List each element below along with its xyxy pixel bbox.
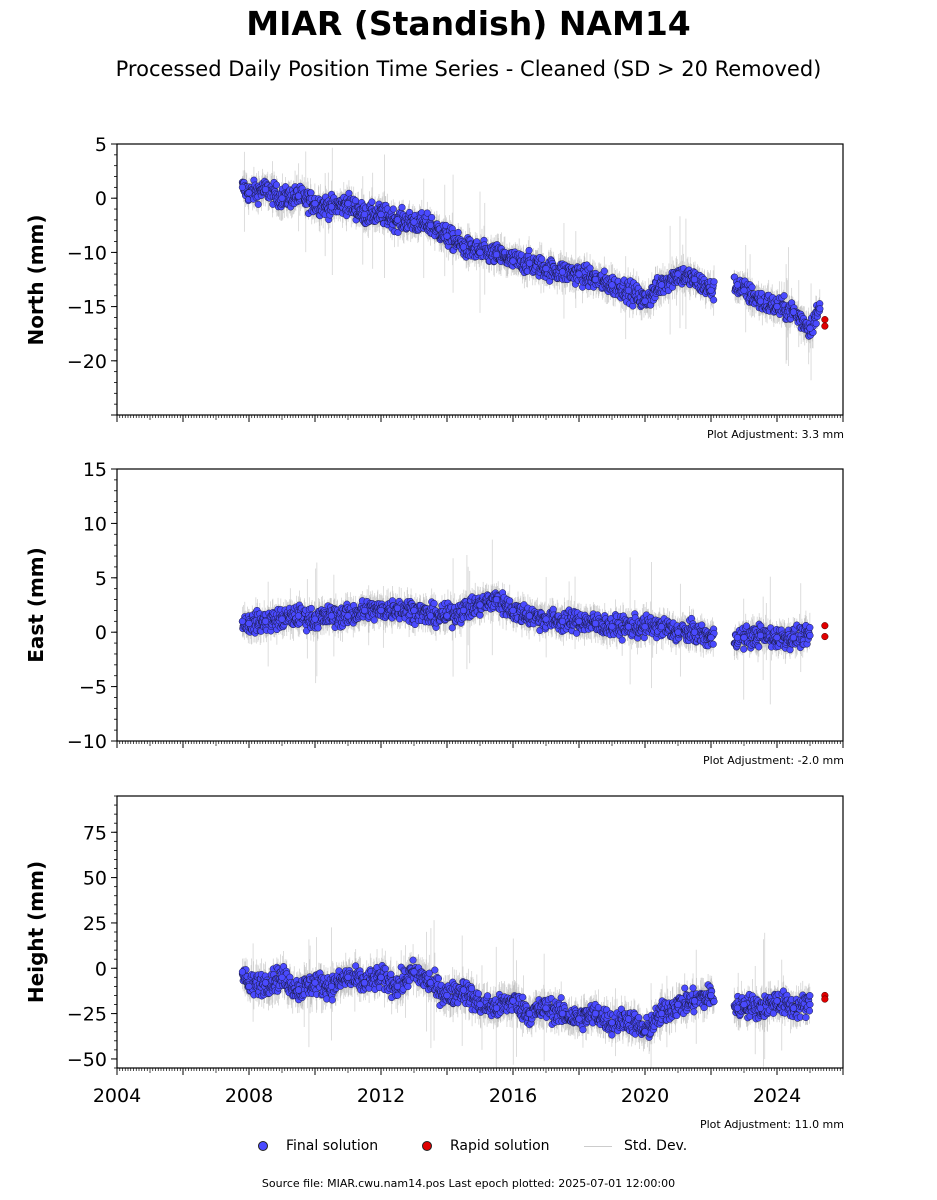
final-data-point: [707, 286, 715, 294]
final-data-point: [476, 248, 484, 256]
final-data-point: [525, 259, 534, 267]
final-data-point: [740, 286, 748, 294]
rapid-data-point: [821, 316, 829, 324]
y-tick-label: 5: [95, 134, 107, 156]
plot-area: [238, 539, 829, 705]
final-data-point: [393, 216, 402, 224]
final-data-point: [657, 281, 666, 289]
y-tick-label: −15: [67, 297, 107, 319]
final-data-point: [344, 200, 352, 208]
final-data-point: [492, 251, 501, 259]
final-data-point: [261, 185, 270, 194]
final-point: [710, 296, 718, 304]
final-point: [748, 283, 756, 291]
final-data-point: [773, 303, 781, 311]
final-data-point: [641, 297, 649, 305]
final-data-point: [816, 305, 824, 313]
north-panel: 5 0 −10 −15 −20 North (mm): [24, 134, 844, 422]
final-data-point: [245, 189, 253, 197]
final-data-point: [311, 200, 319, 208]
final-data-point: [575, 270, 583, 278]
final-point: [314, 624, 322, 632]
y-tick-label: −10: [67, 242, 107, 264]
final-point: [600, 267, 608, 275]
final-point: [307, 189, 315, 197]
final-point: [307, 604, 315, 612]
final-point: [586, 264, 594, 272]
plot-area: [238, 147, 829, 381]
final-data-point: [278, 194, 286, 202]
final-point: [710, 278, 718, 286]
chart-subtitle: Processed Daily Position Time Series - C…: [115, 57, 822, 81]
final-point: [525, 246, 533, 254]
final-data-point: [410, 218, 418, 226]
final-data-point: [426, 221, 435, 229]
final-data-point: [608, 281, 616, 289]
final-data-point: [294, 192, 303, 200]
final-point: [812, 320, 820, 328]
final-data-point: [789, 308, 798, 316]
final-data-point: [360, 210, 369, 219]
final-data-point: [674, 270, 682, 278]
final-point: [370, 616, 378, 624]
final-point: [254, 200, 262, 208]
final-point: [389, 205, 397, 213]
final-data-point: [558, 268, 567, 276]
final-data-point: [690, 275, 699, 284]
final-data-point: [591, 275, 600, 284]
final-data-point: [756, 297, 765, 305]
final-point: [454, 228, 462, 237]
final-data-point: [443, 232, 451, 240]
final-data-point: [806, 324, 814, 332]
final-point: [423, 209, 431, 217]
final-point: [368, 198, 376, 206]
final-point: [428, 213, 436, 222]
final-data-point: [624, 286, 633, 294]
chart-title: MIAR (Standish) NAM14: [246, 4, 691, 43]
final-point: [398, 203, 406, 211]
y-axis-label: North (mm): [24, 214, 48, 345]
final-data-point: [509, 257, 517, 265]
final-point: [272, 181, 281, 189]
y-tick-label: 0: [95, 188, 107, 210]
final-point: [352, 197, 360, 205]
final-data-point: [327, 203, 336, 211]
final-point: [780, 292, 788, 300]
final-data-point: [459, 243, 468, 251]
y-tick-label: −20: [67, 351, 107, 373]
final-point: [538, 255, 546, 263]
final-data-point: [542, 265, 550, 273]
final-data-point: [377, 210, 385, 219]
final-data-point: [238, 183, 246, 191]
final-data-point: [733, 281, 741, 289]
rapid-data-point: [821, 322, 829, 330]
